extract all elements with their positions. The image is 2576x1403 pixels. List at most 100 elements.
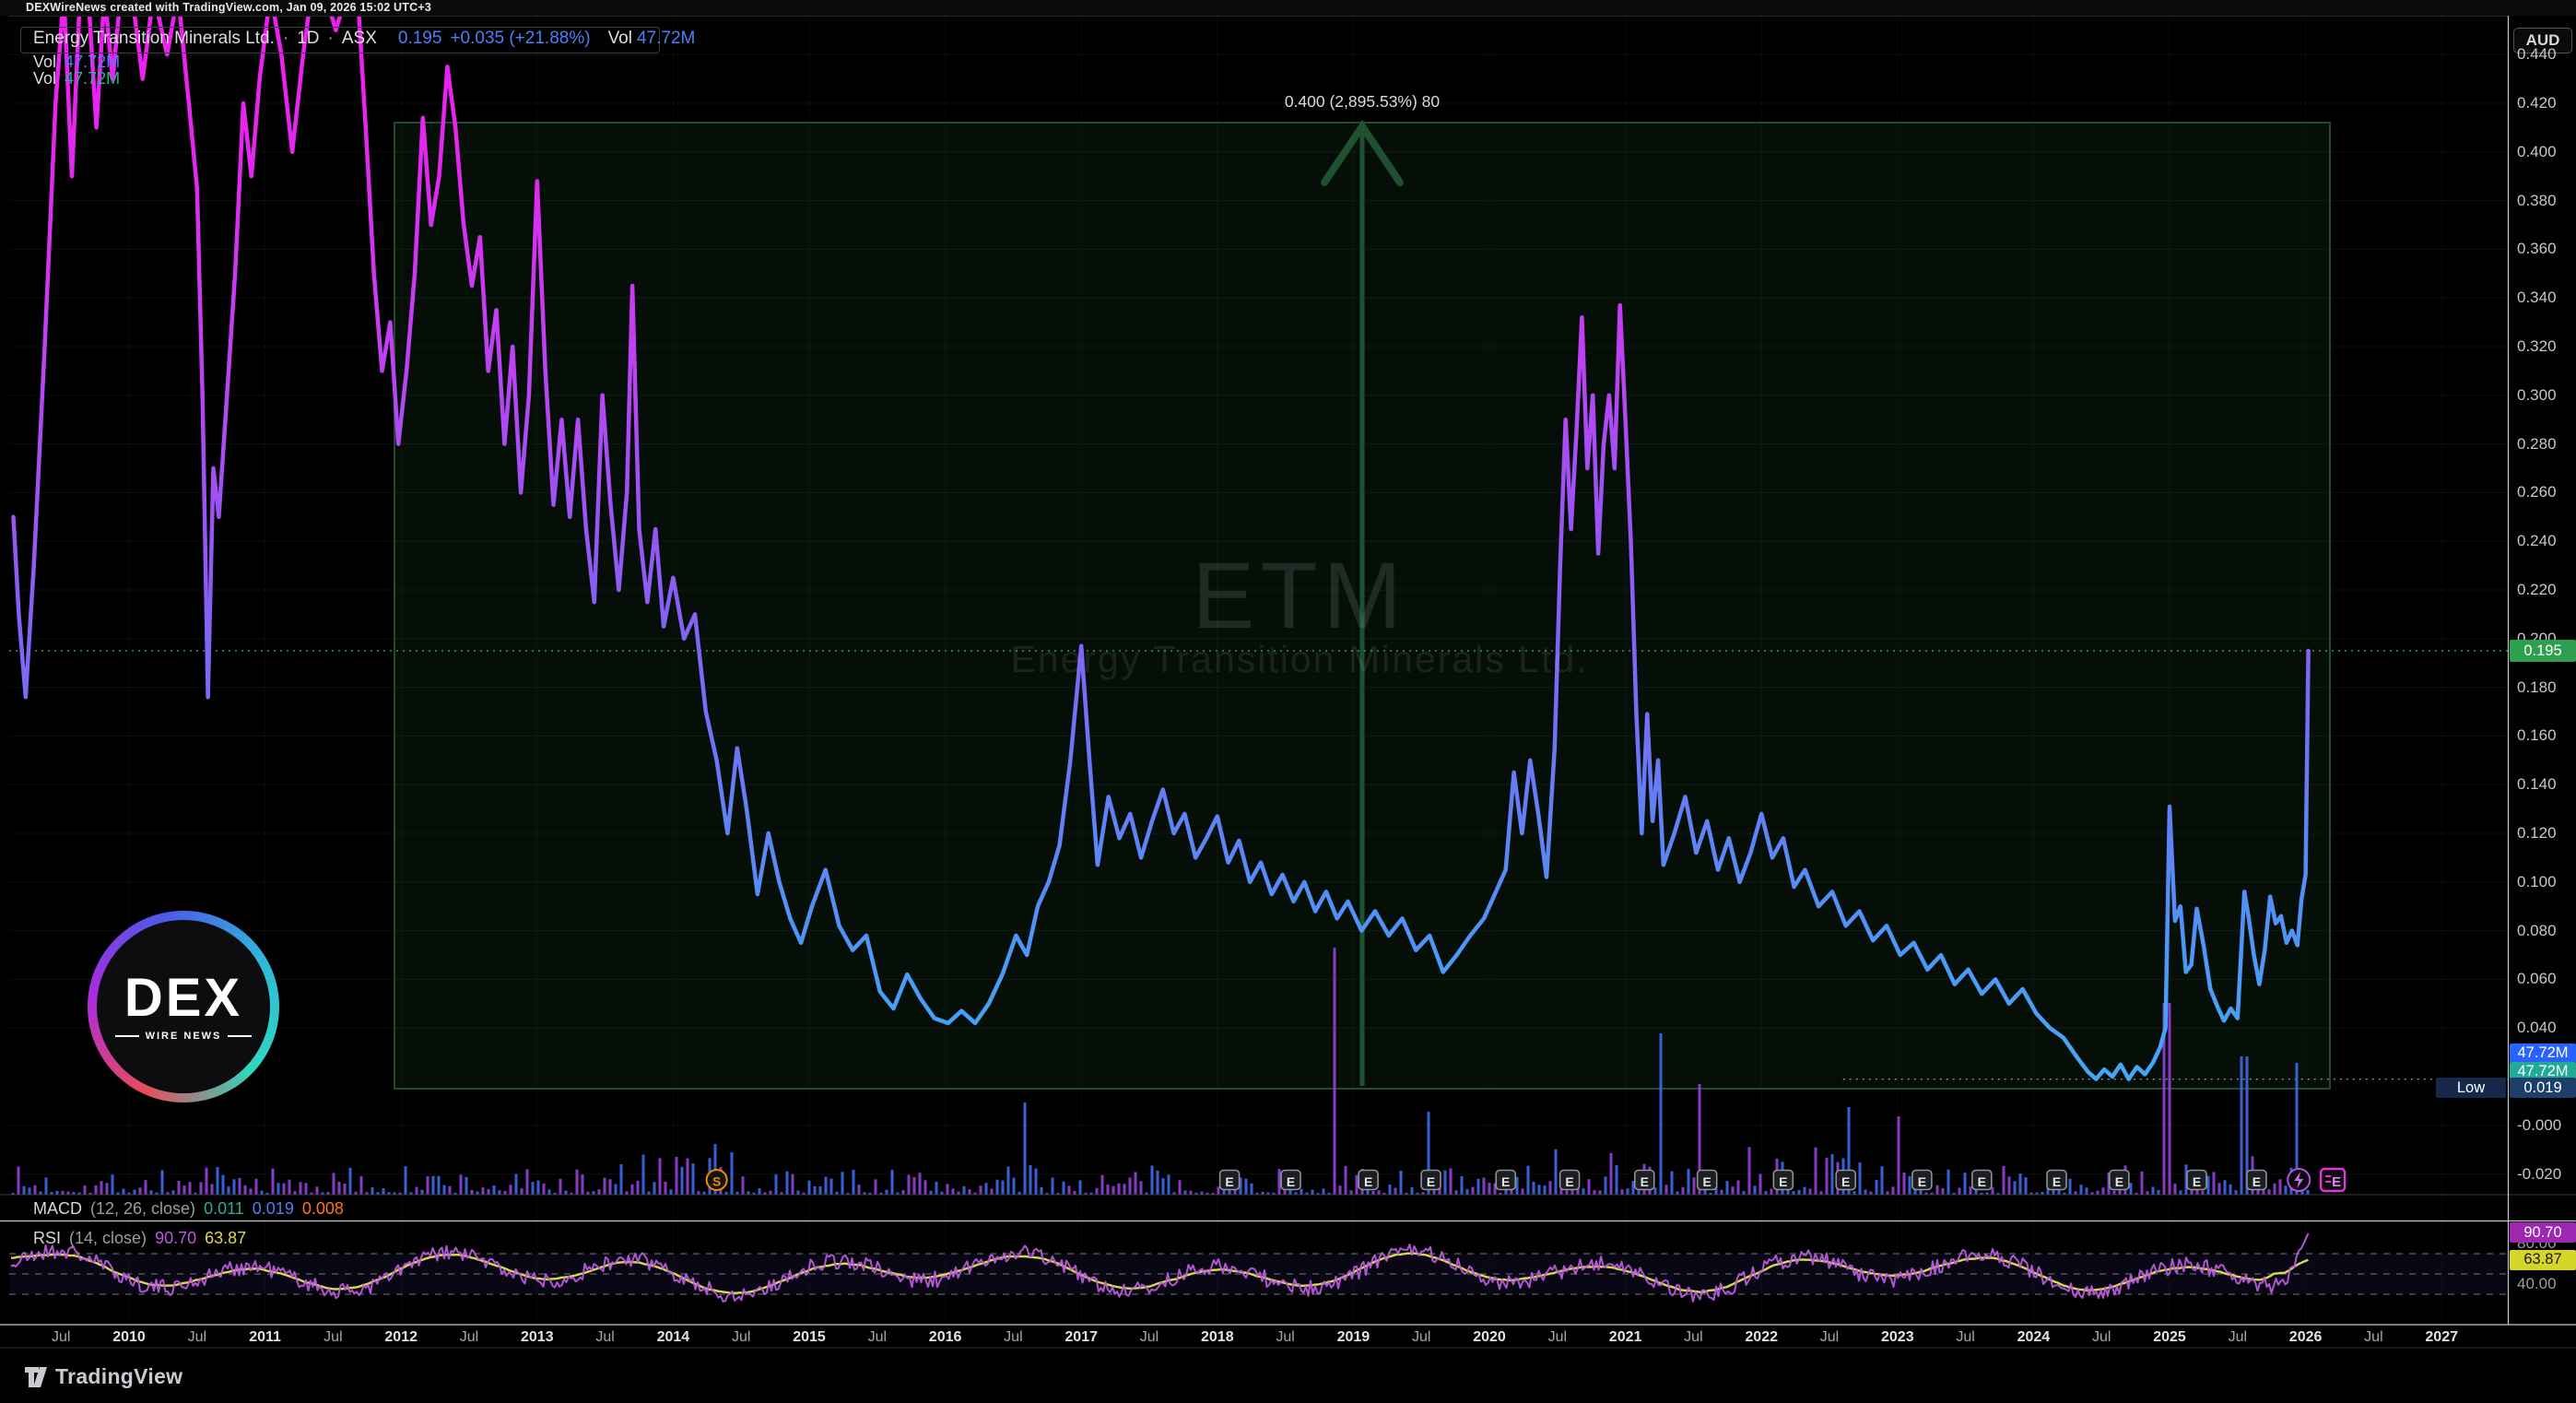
time-axis-year-label: 2025	[2153, 1329, 2186, 1345]
rsi-ma-badge: 63.87	[2510, 1249, 2576, 1270]
svg-text:E: E	[1702, 1174, 1711, 1189]
header-bar	[0, 0, 2576, 16]
earnings-badge[interactable]: E	[1495, 1169, 1517, 1191]
time-axis-month-label: Jul	[323, 1329, 343, 1345]
legend-border-box	[20, 27, 660, 53]
exchange-label: ASX	[341, 29, 377, 48]
price-tick-label: 0.060	[2517, 970, 2557, 988]
earnings-badge[interactable]: E	[1559, 1169, 1581, 1191]
interval-label[interactable]: 1D	[297, 29, 320, 48]
price-tick-label: 0.300	[2517, 385, 2557, 404]
earnings-badge[interactable]: E	[1280, 1169, 1301, 1191]
time-axis-year-label: 2026	[2288, 1329, 2323, 1345]
svg-text:E: E	[1364, 1174, 1372, 1189]
dex-logo-inner: DEX WIRE NEWS	[97, 920, 270, 1093]
vol-value: 47.72M	[636, 29, 696, 48]
split-badge[interactable]: S	[705, 1169, 728, 1191]
earnings-badge[interactable]: E	[1971, 1169, 1993, 1191]
dex-logo-subtext-row: WIRE NEWS	[114, 1031, 253, 1042]
time-axis-month-label: Jul	[867, 1329, 888, 1345]
volume-indicator-legend[interactable]: Vol 47.72M	[33, 53, 120, 72]
time-axis-year-label: 2017	[1065, 1329, 1098, 1345]
currency-button[interactable]: AUD	[2513, 28, 2572, 53]
earnings-badge[interactable]: E	[2109, 1169, 2130, 1191]
svg-text:E: E	[1641, 1174, 1649, 1189]
low-price-badge: 0.019	[2510, 1078, 2576, 1098]
projection-annotation-label[interactable]: 0.400 (2,895.53%) 80	[1284, 92, 1441, 111]
price-tick-label: 0.440	[2517, 45, 2557, 64]
price-tick-label: 0.240	[2517, 532, 2557, 550]
earnings-badge[interactable]: E	[1835, 1169, 1857, 1191]
earnings-badge[interactable]: E	[2046, 1169, 2067, 1191]
price-tick-label: 0.140	[2517, 775, 2557, 794]
time-axis-month-label: Jul	[459, 1329, 479, 1345]
earnings-badge[interactable]: E	[1218, 1169, 1241, 1191]
symbol-legend-row[interactable]: Energy Transition Minerals Ltd. · 1D · A…	[33, 29, 695, 49]
dex-logo-line	[228, 1035, 253, 1037]
earnings-badge[interactable]: E	[2246, 1169, 2267, 1191]
event-markers: E E E E E E E E E E E E E E E ES E	[705, 1167, 2347, 1193]
price-tick-label: 0.360	[2517, 240, 2557, 258]
dex-wire-news-logo: DEX WIRE NEWS	[88, 911, 279, 1102]
macd-value-3: 0.008	[301, 1199, 344, 1218]
time-axis-year-label: 2024	[2017, 1329, 2051, 1345]
rsi-indicator-legend[interactable]: RSI (14, close) 90.70 63.87	[33, 1229, 246, 1248]
volume-indicator-legend-2[interactable]: Vol 47.72M	[33, 69, 120, 88]
time-axis-month-label: Jul	[2364, 1329, 2383, 1345]
vol-label: Vol	[33, 53, 57, 71]
svg-text:S: S	[712, 1174, 721, 1189]
low-tag: Low	[2436, 1078, 2506, 1098]
last-price-badge: 0.195	[2510, 640, 2576, 662]
rsi-value: 90.70	[155, 1229, 197, 1247]
svg-text:E: E	[2253, 1174, 2261, 1189]
time-axis-month-label: Jul	[2091, 1329, 2111, 1345]
earnings-badge[interactable]: E	[1772, 1169, 1794, 1191]
header-attribution-text: DEXWireNews created with TradingView.com…	[26, 1, 432, 14]
vol-value: 47.72M	[65, 53, 121, 71]
time-axis-month-label: Jul	[51, 1329, 71, 1345]
svg-text:E: E	[2053, 1174, 2061, 1189]
legend-separator: ·	[327, 29, 334, 48]
tradingview-logo-icon	[25, 1366, 47, 1387]
earnings-badge[interactable]: E	[1696, 1169, 1718, 1191]
tradingview-logo[interactable]: TradingView	[24, 1364, 182, 1389]
time-axis-year-label: 2013	[521, 1329, 554, 1345]
price-tick-label: -0.020	[2517, 1164, 2562, 1183]
legend-separator: ·	[282, 29, 289, 48]
svg-text:E: E	[1565, 1174, 1573, 1189]
earnings-badge[interactable]: E	[1420, 1169, 1441, 1191]
earnings-badge[interactable]: E	[1633, 1169, 1655, 1191]
macd-indicator-legend[interactable]: MACD (12, 26, close) 0.011 0.019 0.008	[33, 1199, 344, 1219]
price-tick-label: 0.220	[2517, 581, 2557, 598]
time-axis-year-label: 2011	[249, 1329, 281, 1345]
time-axis-month-label: Jul	[1684, 1329, 1703, 1345]
svg-text:E: E	[1225, 1174, 1233, 1189]
upcoming-earnings-badge[interactable]: E	[2319, 1167, 2347, 1193]
symbol-watermark: ETM	[1192, 543, 1407, 648]
macd-value-1: 0.011	[204, 1199, 244, 1218]
earnings-badge[interactable]: E	[1358, 1169, 1379, 1191]
flash-event-badge[interactable]	[2287, 1168, 2311, 1192]
volume-badge-blue: 47.72M	[2510, 1043, 2576, 1063]
macd-name: MACD	[33, 1199, 82, 1218]
rsi-name: RSI	[33, 1229, 62, 1247]
symbol-title[interactable]: Energy Transition Minerals Ltd.	[33, 29, 275, 48]
time-axis-month-label: Jul	[595, 1329, 615, 1345]
price-tick-label: 0.380	[2517, 191, 2557, 209]
earnings-badge[interactable]: E	[2186, 1169, 2207, 1191]
earnings-badge[interactable]: E	[1911, 1169, 1933, 1191]
rsi-params: (14, close)	[69, 1229, 147, 1247]
time-axis-month-label: Jul	[1276, 1329, 1295, 1345]
price-tick-label: 0.040	[2517, 1019, 2557, 1037]
vol-value: 47.72M	[65, 69, 121, 88]
price-tick-label: -0.000	[2517, 1115, 2562, 1134]
price-tick-label: 0.420	[2517, 94, 2557, 112]
rsi-ma-value: 63.87	[205, 1229, 247, 1247]
rsi-value-badge: 90.70	[2510, 1222, 2576, 1244]
price-tick-label: 0.120	[2517, 824, 2557, 842]
symbol-name-watermark: Energy Transition Minerals Ltd.	[1010, 638, 1589, 680]
vol-label: Vol	[607, 29, 632, 48]
dex-logo-text: DEX	[124, 968, 243, 1028]
time-axis-month-label: Jul	[1411, 1329, 1431, 1345]
